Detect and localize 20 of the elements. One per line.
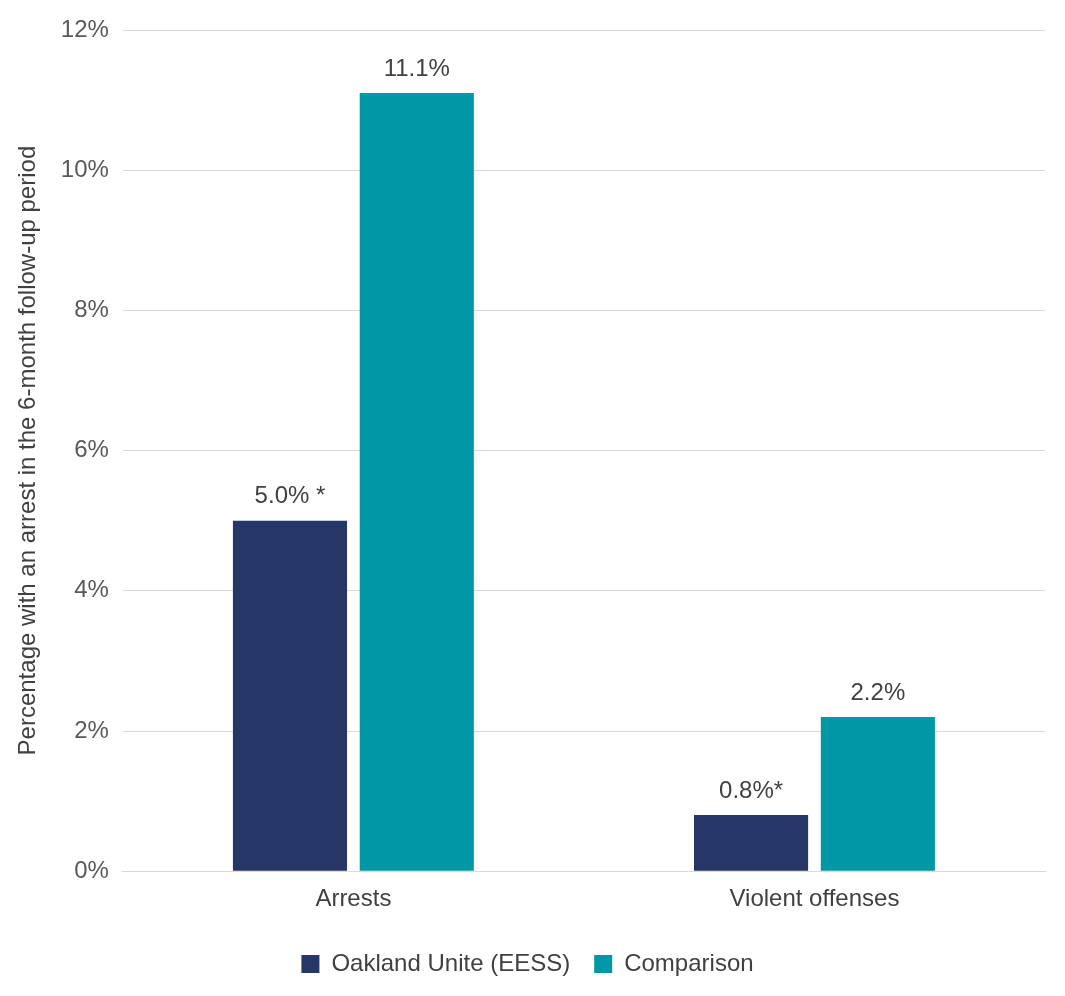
data-label: 0.8%*	[719, 775, 784, 803]
x-tick-label: Violent offenses	[729, 884, 900, 912]
bar	[820, 716, 935, 871]
y-tick-label: 0%	[74, 855, 109, 883]
data-label: 5.0% *	[254, 481, 326, 509]
y-tick-label: 4%	[74, 575, 109, 603]
bar	[232, 520, 348, 871]
y-tick-label: 6%	[74, 435, 109, 463]
legend-label: Comparison	[624, 948, 754, 976]
bar	[359, 93, 474, 871]
legend-label: Oakland Unite (EESS)	[331, 948, 571, 976]
y-tick-label: 2%	[74, 715, 109, 743]
y-tick-label: 12%	[60, 14, 109, 42]
data-label: 2.2%	[850, 677, 906, 705]
y-tick-label: 8%	[74, 295, 109, 323]
x-tick-label: Arrests	[315, 884, 392, 912]
y-axis-title: Percentage with an arrest in the 6-month follow-up period	[13, 145, 41, 756]
y-tick-label: 10%	[60, 154, 109, 182]
data-label: 11.1%	[383, 53, 450, 81]
bar	[694, 815, 809, 871]
